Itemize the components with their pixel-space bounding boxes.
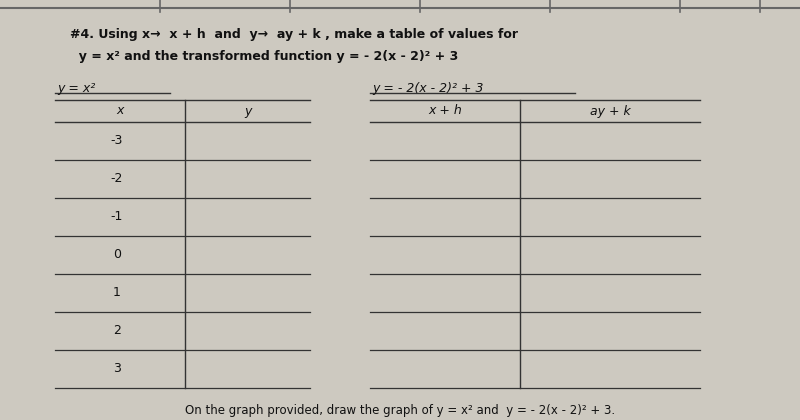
Text: -3: -3 xyxy=(111,134,123,147)
Text: #4. Using x→  x + h  and  y→  ay + k , make a table of values for: #4. Using x→ x + h and y→ ay + k , make … xyxy=(70,28,518,41)
Text: ay + k: ay + k xyxy=(590,105,630,118)
Text: 2: 2 xyxy=(113,325,121,338)
Text: On the graph provided, draw the graph of y = x² and  y = - 2(x - 2)² + 3.: On the graph provided, draw the graph of… xyxy=(185,404,615,417)
Text: 3: 3 xyxy=(113,362,121,375)
Text: y = - 2(x - 2)² + 3: y = - 2(x - 2)² + 3 xyxy=(372,82,483,95)
Text: y = x² and the transformed function y = - 2(x - 2)² + 3: y = x² and the transformed function y = … xyxy=(70,50,458,63)
Text: 1: 1 xyxy=(113,286,121,299)
Text: y = x²: y = x² xyxy=(57,82,95,95)
Text: -1: -1 xyxy=(111,210,123,223)
Text: x: x xyxy=(116,105,124,118)
Text: 0: 0 xyxy=(113,249,121,262)
Text: -2: -2 xyxy=(111,173,123,186)
Text: y: y xyxy=(244,105,251,118)
Text: x + h: x + h xyxy=(428,105,462,118)
